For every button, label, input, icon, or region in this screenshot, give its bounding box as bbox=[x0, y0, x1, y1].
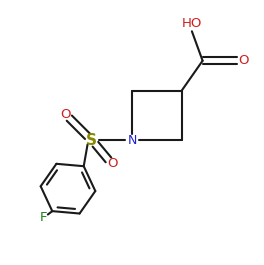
Text: F: F bbox=[39, 211, 47, 224]
Text: O: O bbox=[238, 54, 248, 67]
Text: S: S bbox=[86, 133, 97, 148]
Text: O: O bbox=[107, 157, 118, 170]
Text: N: N bbox=[127, 134, 137, 147]
Text: HO: HO bbox=[182, 17, 202, 30]
Text: O: O bbox=[60, 108, 71, 121]
